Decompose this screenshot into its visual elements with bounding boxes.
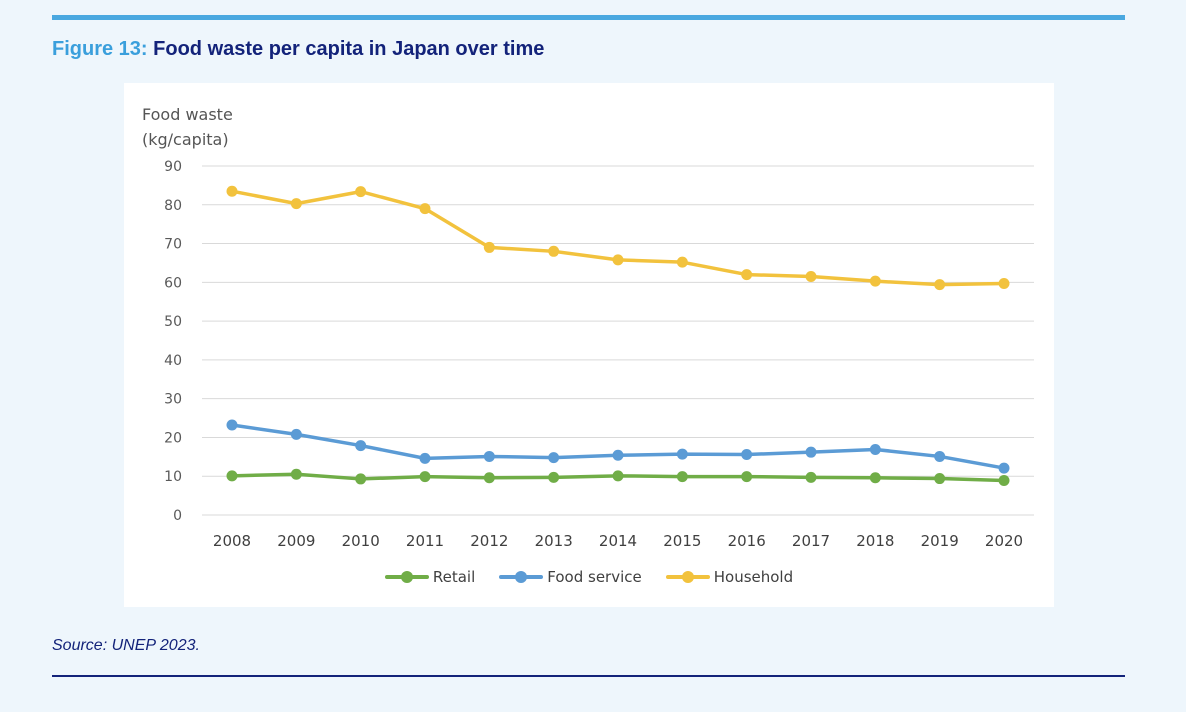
legend-item-retail: Retail (384, 568, 476, 586)
legend-item-food-service: Food service (499, 568, 642, 586)
data-point-household (998, 277, 1010, 289)
data-point-retail (805, 471, 817, 483)
y-tick-label: 90 (164, 159, 182, 175)
legend-label: Retail (432, 568, 476, 586)
legend-swatch-retail (384, 571, 429, 583)
y-tick-label: 40 (164, 353, 182, 369)
figure-title: Figure 13: Food waste per capita in Japa… (52, 38, 544, 61)
data-point-household (676, 256, 688, 268)
legend-label: Household (713, 568, 794, 586)
y-tick-label: 50 (164, 314, 182, 330)
figure-label: Figure 13: (52, 38, 148, 60)
x-tick-label: 2011 (406, 532, 444, 550)
chart-legend: Retail Food service Household (124, 568, 1054, 586)
data-point-food-service (741, 449, 753, 461)
legend-label: Food service (547, 568, 642, 586)
data-point-household (741, 269, 753, 281)
data-point-food-service (483, 450, 495, 462)
data-point-retail (998, 474, 1010, 486)
data-point-food-service (548, 452, 560, 464)
data-point-retail (548, 471, 560, 483)
y-axis-title: Food waste (kg/capita) (142, 102, 233, 152)
data-point-retail (934, 473, 946, 485)
x-tick-label: 2016 (728, 532, 766, 550)
legend-item-household: Household (665, 568, 794, 586)
x-tick-label: 2020 (985, 532, 1023, 550)
bottom-rule (52, 675, 1125, 677)
data-point-retail (869, 472, 881, 484)
data-point-food-service (290, 428, 302, 440)
x-tick-label: 2018 (856, 532, 894, 550)
y-tick-label: 70 (164, 237, 182, 253)
line-chart: 0 10 20 30 40 50 60 70 80 90 2008 2009 2010 2011 2012 2… (164, 159, 1034, 550)
x-tick-label: 2015 (663, 532, 701, 550)
y-tick-label: 0 (173, 508, 182, 524)
data-point-food-service (226, 419, 238, 431)
legend-swatch-household (665, 571, 710, 583)
data-point-household (612, 254, 624, 266)
data-point-retail (355, 473, 367, 485)
x-tick-label: 2012 (470, 532, 508, 550)
data-point-household (419, 203, 431, 215)
data-point-household (355, 186, 367, 198)
data-point-food-service (934, 450, 946, 462)
data-point-household (548, 245, 560, 257)
x-tick-label: 2009 (277, 532, 315, 550)
data-point-retail (676, 471, 688, 483)
y-tick-label: 30 (164, 392, 182, 408)
data-point-food-service (998, 462, 1010, 474)
data-point-household (805, 271, 817, 283)
y-tick-label: 60 (164, 275, 182, 291)
data-point-household (869, 275, 881, 287)
y-tick-label: 20 (164, 430, 182, 446)
x-tick-label: 2017 (792, 532, 830, 550)
data-point-household (290, 198, 302, 210)
y-axis-title-line2: (kg/capita) (142, 130, 229, 149)
x-tick-label: 2019 (921, 532, 959, 550)
y-tick-label: 80 (164, 198, 182, 214)
top-rule (52, 15, 1125, 20)
data-point-household (226, 185, 238, 197)
x-tick-label: 2014 (599, 532, 637, 550)
y-tick-label: 10 (164, 469, 182, 485)
x-tick-label: 2010 (342, 532, 380, 550)
data-point-food-service (355, 440, 367, 452)
data-point-retail (290, 468, 302, 480)
data-point-retail (483, 472, 495, 484)
data-point-food-service (805, 446, 817, 458)
data-point-retail (226, 470, 238, 482)
x-tick-label: 2013 (535, 532, 573, 550)
legend-swatch-food-service (499, 571, 544, 583)
data-point-retail (612, 470, 624, 482)
chart-panel: Food waste (kg/capita) 0 10 20 30 40 50 60 70 80… (124, 83, 1054, 607)
data-point-household (934, 279, 946, 291)
data-point-food-service (869, 443, 881, 455)
data-point-food-service (676, 448, 688, 460)
data-point-retail (419, 471, 431, 483)
x-tick-label: 2008 (213, 532, 251, 550)
data-point-food-service (612, 449, 624, 461)
data-point-food-service (419, 452, 431, 464)
source-note: Source: UNEP 2023. (52, 637, 200, 654)
series-line-food-service (230, 423, 1006, 470)
data-point-retail (741, 471, 753, 483)
y-axis-title-line1: Food waste (142, 105, 233, 124)
figure-title-text: Food waste per capita in Japan over time (153, 38, 545, 60)
data-point-household (483, 241, 495, 253)
